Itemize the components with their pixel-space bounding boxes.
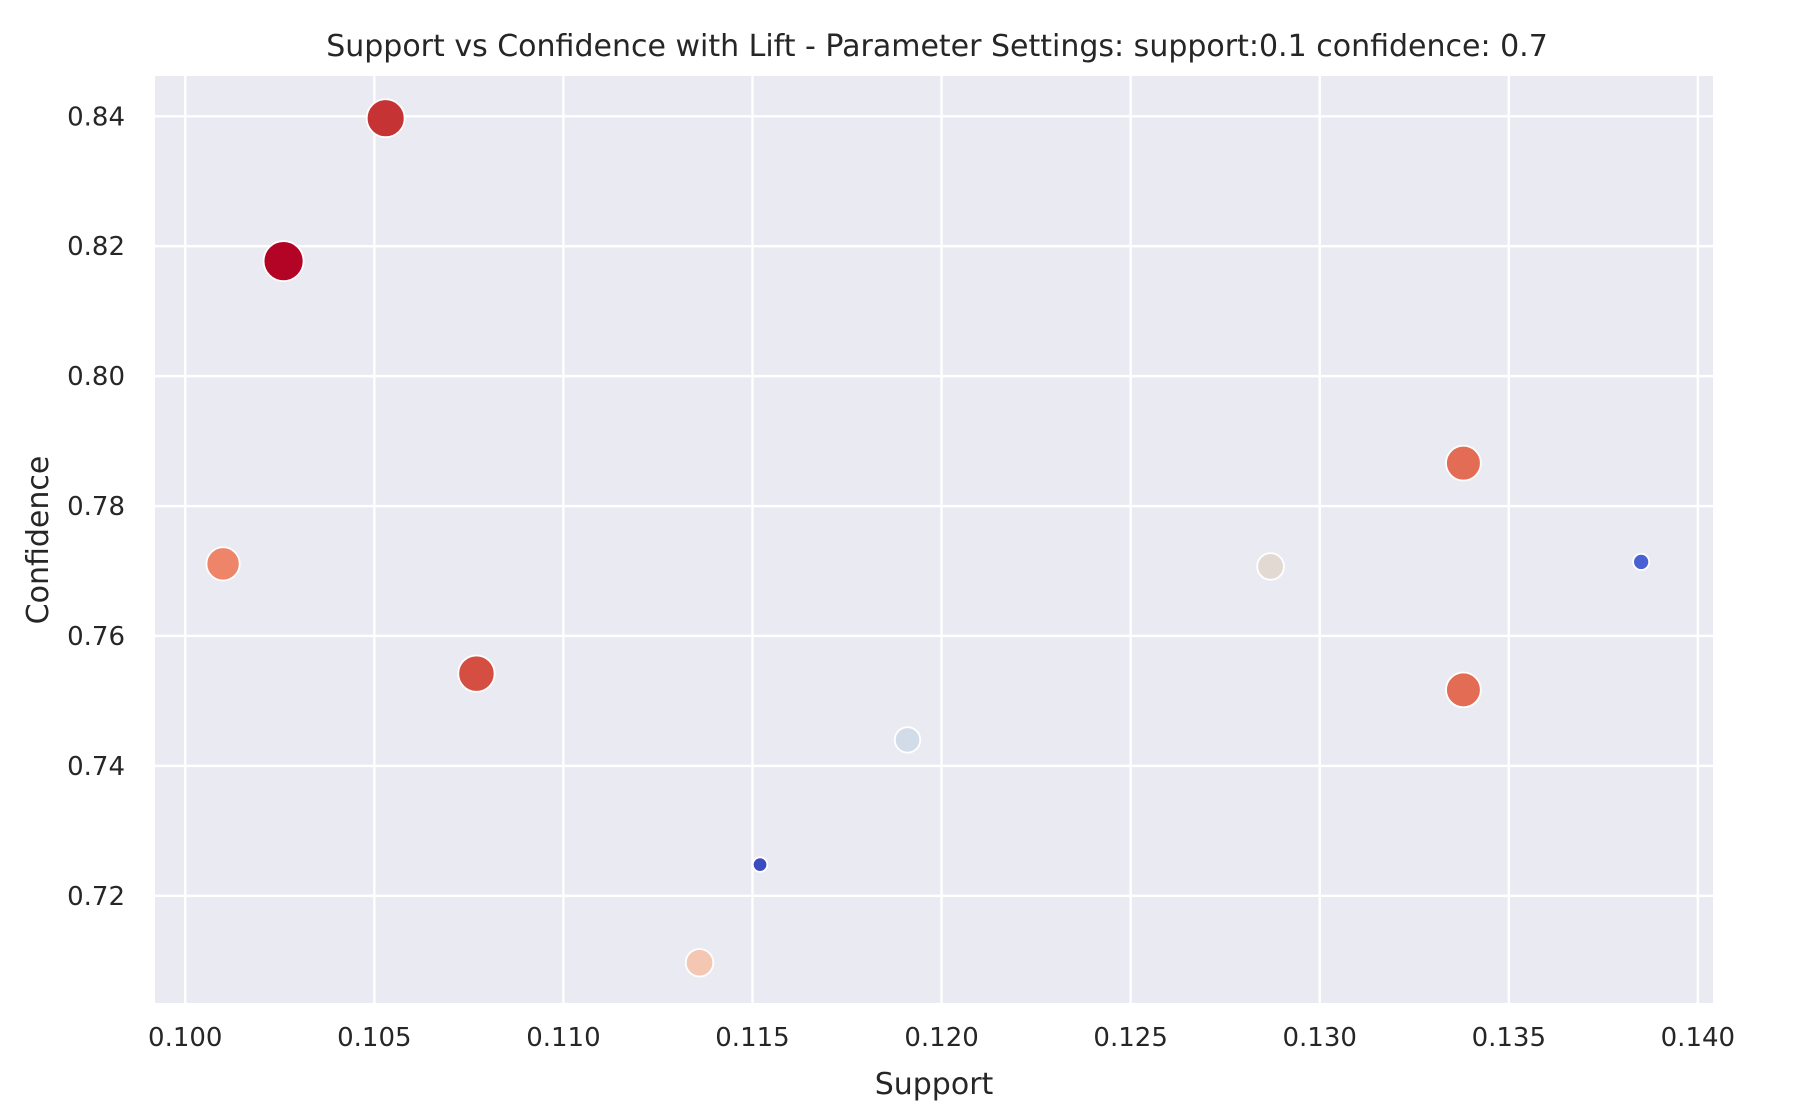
y-tick-label: 0.84	[67, 102, 125, 132]
data-point	[893, 726, 922, 754]
x-axis-ticks: 0.100 0.105 0.110 0.115 0.120 0.125 0.130 0.135…	[148, 1023, 1735, 1053]
data-points	[205, 98, 1651, 978]
gridlines	[155, 76, 1713, 1003]
x-tick-label: 0.100	[148, 1023, 222, 1053]
y-axis-ticks: 0.72 0.74 0.76 0.78 0.80 0.82 0.84	[67, 102, 125, 912]
x-tick-label: 0.135	[1472, 1023, 1546, 1053]
data-point	[1632, 552, 1651, 571]
data-point	[205, 546, 241, 582]
x-tick-label: 0.140	[1661, 1023, 1735, 1053]
data-point	[1445, 444, 1482, 482]
data-point	[684, 948, 715, 978]
y-tick-label: 0.80	[67, 362, 125, 392]
data-point	[262, 240, 305, 283]
x-tick-label: 0.130	[1282, 1023, 1356, 1053]
x-axis-label: Support	[875, 1067, 994, 1102]
x-tick-label: 0.125	[1093, 1023, 1167, 1053]
y-tick-label: 0.74	[67, 752, 125, 782]
y-axis-label: Confidence	[21, 456, 56, 625]
plot-area	[155, 76, 1713, 1003]
x-tick-label: 0.115	[715, 1023, 789, 1053]
data-point	[457, 654, 496, 693]
data-point	[365, 98, 406, 139]
data-point	[1256, 552, 1285, 581]
y-tick-label: 0.72	[67, 882, 125, 912]
chart-title: Support vs Confidence with Lift - Parame…	[326, 29, 1548, 64]
data-point	[751, 856, 769, 873]
y-tick-label: 0.78	[67, 492, 125, 522]
y-tick-label: 0.82	[67, 232, 125, 262]
x-tick-label: 0.120	[904, 1023, 978, 1053]
x-tick-label: 0.110	[526, 1023, 600, 1053]
x-tick-label: 0.105	[337, 1023, 411, 1053]
y-tick-label: 0.76	[67, 622, 125, 652]
data-point	[1445, 671, 1482, 709]
